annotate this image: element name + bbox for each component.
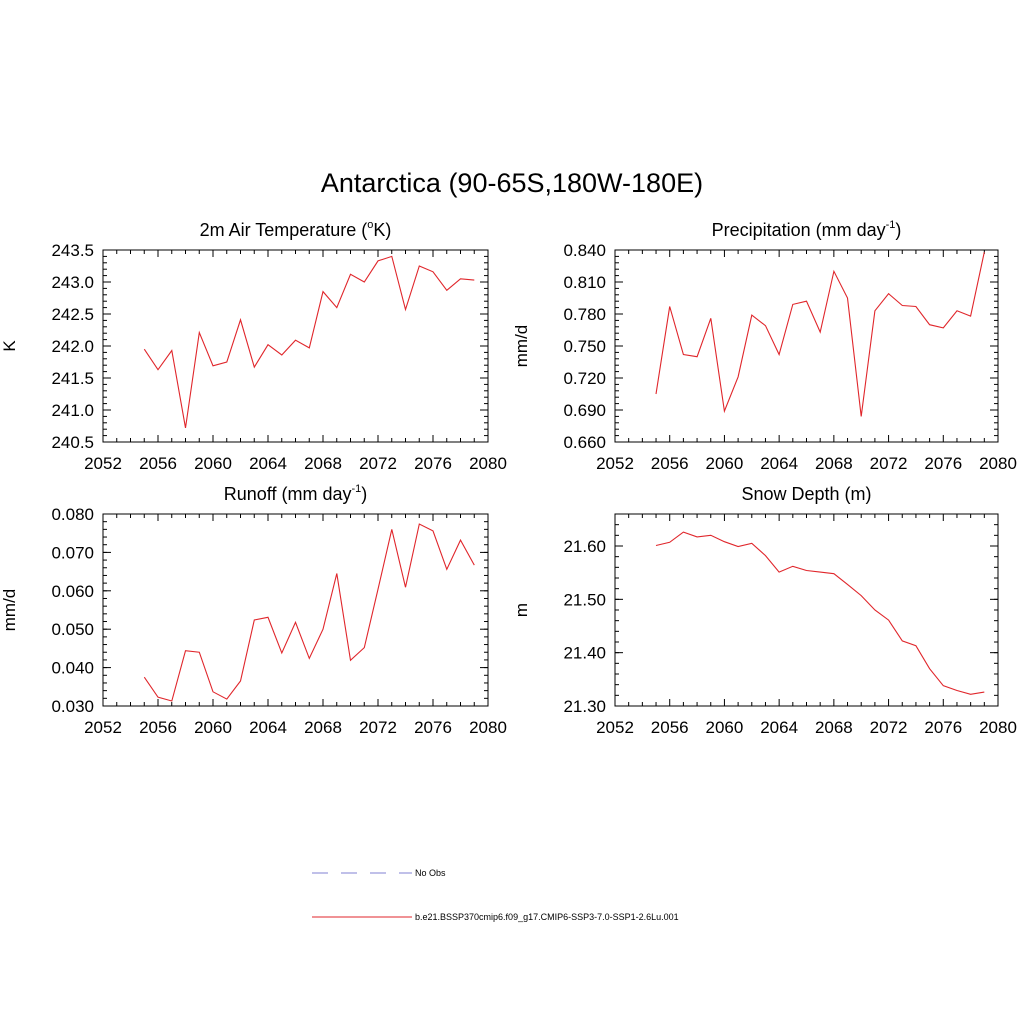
y-tick-label: 242.5 bbox=[51, 305, 94, 324]
series-line bbox=[143, 523, 475, 702]
y-axis-label: mm/d bbox=[512, 325, 531, 368]
y-tick-label: 21.40 bbox=[563, 644, 606, 663]
panel-title-tail: ) bbox=[895, 220, 901, 240]
y-tick-label: 0.690 bbox=[563, 401, 606, 420]
y-tick-label: 241.5 bbox=[51, 369, 94, 388]
y-tick-label: 0.720 bbox=[563, 369, 606, 388]
panel-title: 2m Air Temperature (oK) bbox=[200, 219, 392, 240]
legend-label: b.e21.BSSP370cmip6.f09_g17.CMIP6-SSP3-7.… bbox=[415, 912, 679, 922]
y-tick-label: 0.060 bbox=[51, 582, 94, 601]
plot-frame bbox=[102, 249, 489, 443]
x-tick-label: 2056 bbox=[139, 718, 177, 737]
x-tick-label: 2076 bbox=[414, 454, 452, 473]
panel-title-text: 2m Air Temperature ( bbox=[200, 220, 368, 240]
x-tick-label: 2068 bbox=[815, 454, 853, 473]
y-tick-label: 242.0 bbox=[51, 337, 94, 356]
x-tick-label: 2080 bbox=[469, 454, 507, 473]
y-tick-label: 0.660 bbox=[563, 433, 606, 452]
y-tick-label: 243.0 bbox=[51, 273, 94, 292]
panel-title-text: Precipitation (mm day bbox=[712, 220, 886, 240]
x-tick-label: 2052 bbox=[84, 454, 122, 473]
y-tick-label: 0.030 bbox=[51, 697, 94, 716]
x-tick-label: 2060 bbox=[194, 718, 232, 737]
x-tick-label: 2072 bbox=[870, 454, 908, 473]
y-tick-label: 0.840 bbox=[563, 241, 606, 260]
x-tick-label: 2068 bbox=[815, 718, 853, 737]
series-line bbox=[655, 531, 985, 695]
x-tick-label: 2072 bbox=[359, 454, 397, 473]
x-tick-label: 2076 bbox=[414, 718, 452, 737]
x-tick-label: 2068 bbox=[304, 454, 342, 473]
x-tick-label: 2080 bbox=[469, 718, 507, 737]
y-tick-label: 0.780 bbox=[563, 305, 606, 324]
panel-2: 2052 2056 2060 2064 2068 2072 2076 2080 0.660 0.6… bbox=[512, 219, 1017, 473]
y-tick-label: 21.50 bbox=[563, 590, 606, 609]
x-tick-label: 2052 bbox=[596, 718, 634, 737]
x-tick-label: 2060 bbox=[706, 454, 744, 473]
x-tick-label: 2076 bbox=[924, 454, 962, 473]
x-tick-label: 2060 bbox=[194, 454, 232, 473]
x-tick-label: 2064 bbox=[249, 718, 287, 737]
x-tick-label: 2056 bbox=[651, 454, 689, 473]
plot-frame bbox=[614, 513, 999, 707]
plot-frame bbox=[102, 513, 489, 707]
panel-title-superscript: o bbox=[367, 219, 373, 231]
panel-title-superscript: -1 bbox=[351, 483, 361, 495]
y-tick-label: 240.5 bbox=[51, 433, 94, 452]
x-tick-label: 2080 bbox=[979, 454, 1017, 473]
y-tick-label: 0.070 bbox=[51, 543, 94, 562]
x-tick-label: 2072 bbox=[359, 718, 397, 737]
plot-frame bbox=[614, 249, 999, 443]
panel-title: Precipitation (mm day-1) bbox=[712, 219, 902, 240]
x-tick-label: 2052 bbox=[84, 718, 122, 737]
x-tick-label: 2052 bbox=[596, 454, 634, 473]
panel-title-text: Snow Depth (m) bbox=[741, 484, 871, 504]
y-tick-label: 0.080 bbox=[51, 505, 94, 524]
panel-title-tail: K) bbox=[373, 220, 391, 240]
x-tick-label: 2064 bbox=[249, 454, 287, 473]
panel-title-superscript: -1 bbox=[886, 219, 896, 231]
panel-title: Runoff (mm day-1) bbox=[224, 483, 368, 504]
y-axis-label: K bbox=[0, 340, 19, 352]
x-tick-label: 2056 bbox=[139, 454, 177, 473]
x-tick-label: 2072 bbox=[870, 718, 908, 737]
panel-4: 2052 2056 2060 2064 2068 2072 2076 2080 21.30 21.… bbox=[512, 484, 1017, 737]
legend-swatch-dashed bbox=[312, 872, 412, 874]
y-tick-label: 0.810 bbox=[563, 273, 606, 292]
panel-title: Snow Depth (m) bbox=[741, 484, 871, 504]
panel-1: 2052 2056 2060 2064 2068 2072 2076 2080 240.5 241… bbox=[0, 219, 507, 473]
panel-3: 2052 2056 2060 2064 2068 2072 2076 2080 0.030 0.0… bbox=[0, 483, 507, 737]
panel-title-tail: ) bbox=[361, 484, 367, 504]
x-tick-label: 2064 bbox=[760, 718, 798, 737]
series-line bbox=[143, 255, 475, 428]
y-tick-label: 21.60 bbox=[563, 537, 606, 556]
x-tick-label: 2068 bbox=[304, 718, 342, 737]
x-tick-label: 2064 bbox=[760, 454, 798, 473]
panel-title-text: Runoff (mm day bbox=[224, 484, 352, 504]
x-tick-label: 2060 bbox=[706, 718, 744, 737]
y-axis-label: mm/d bbox=[0, 589, 19, 632]
series-line bbox=[655, 251, 985, 417]
y-axis-label: m bbox=[512, 603, 531, 617]
y-tick-label: 241.0 bbox=[51, 401, 94, 420]
y-tick-label: 0.750 bbox=[563, 337, 606, 356]
x-tick-label: 2076 bbox=[924, 718, 962, 737]
y-tick-label: 0.040 bbox=[51, 659, 94, 678]
page-title: Antarctica (90-65S,180W-180E) bbox=[320, 168, 704, 198]
x-tick-label: 2080 bbox=[979, 718, 1017, 737]
y-tick-label: 0.050 bbox=[51, 620, 94, 639]
y-tick-label: 21.30 bbox=[563, 697, 606, 716]
x-tick-label: 2056 bbox=[651, 718, 689, 737]
legend-swatch-solid bbox=[312, 916, 412, 918]
legend-label: No Obs bbox=[415, 868, 446, 878]
y-tick-label: 243.5 bbox=[51, 241, 94, 260]
